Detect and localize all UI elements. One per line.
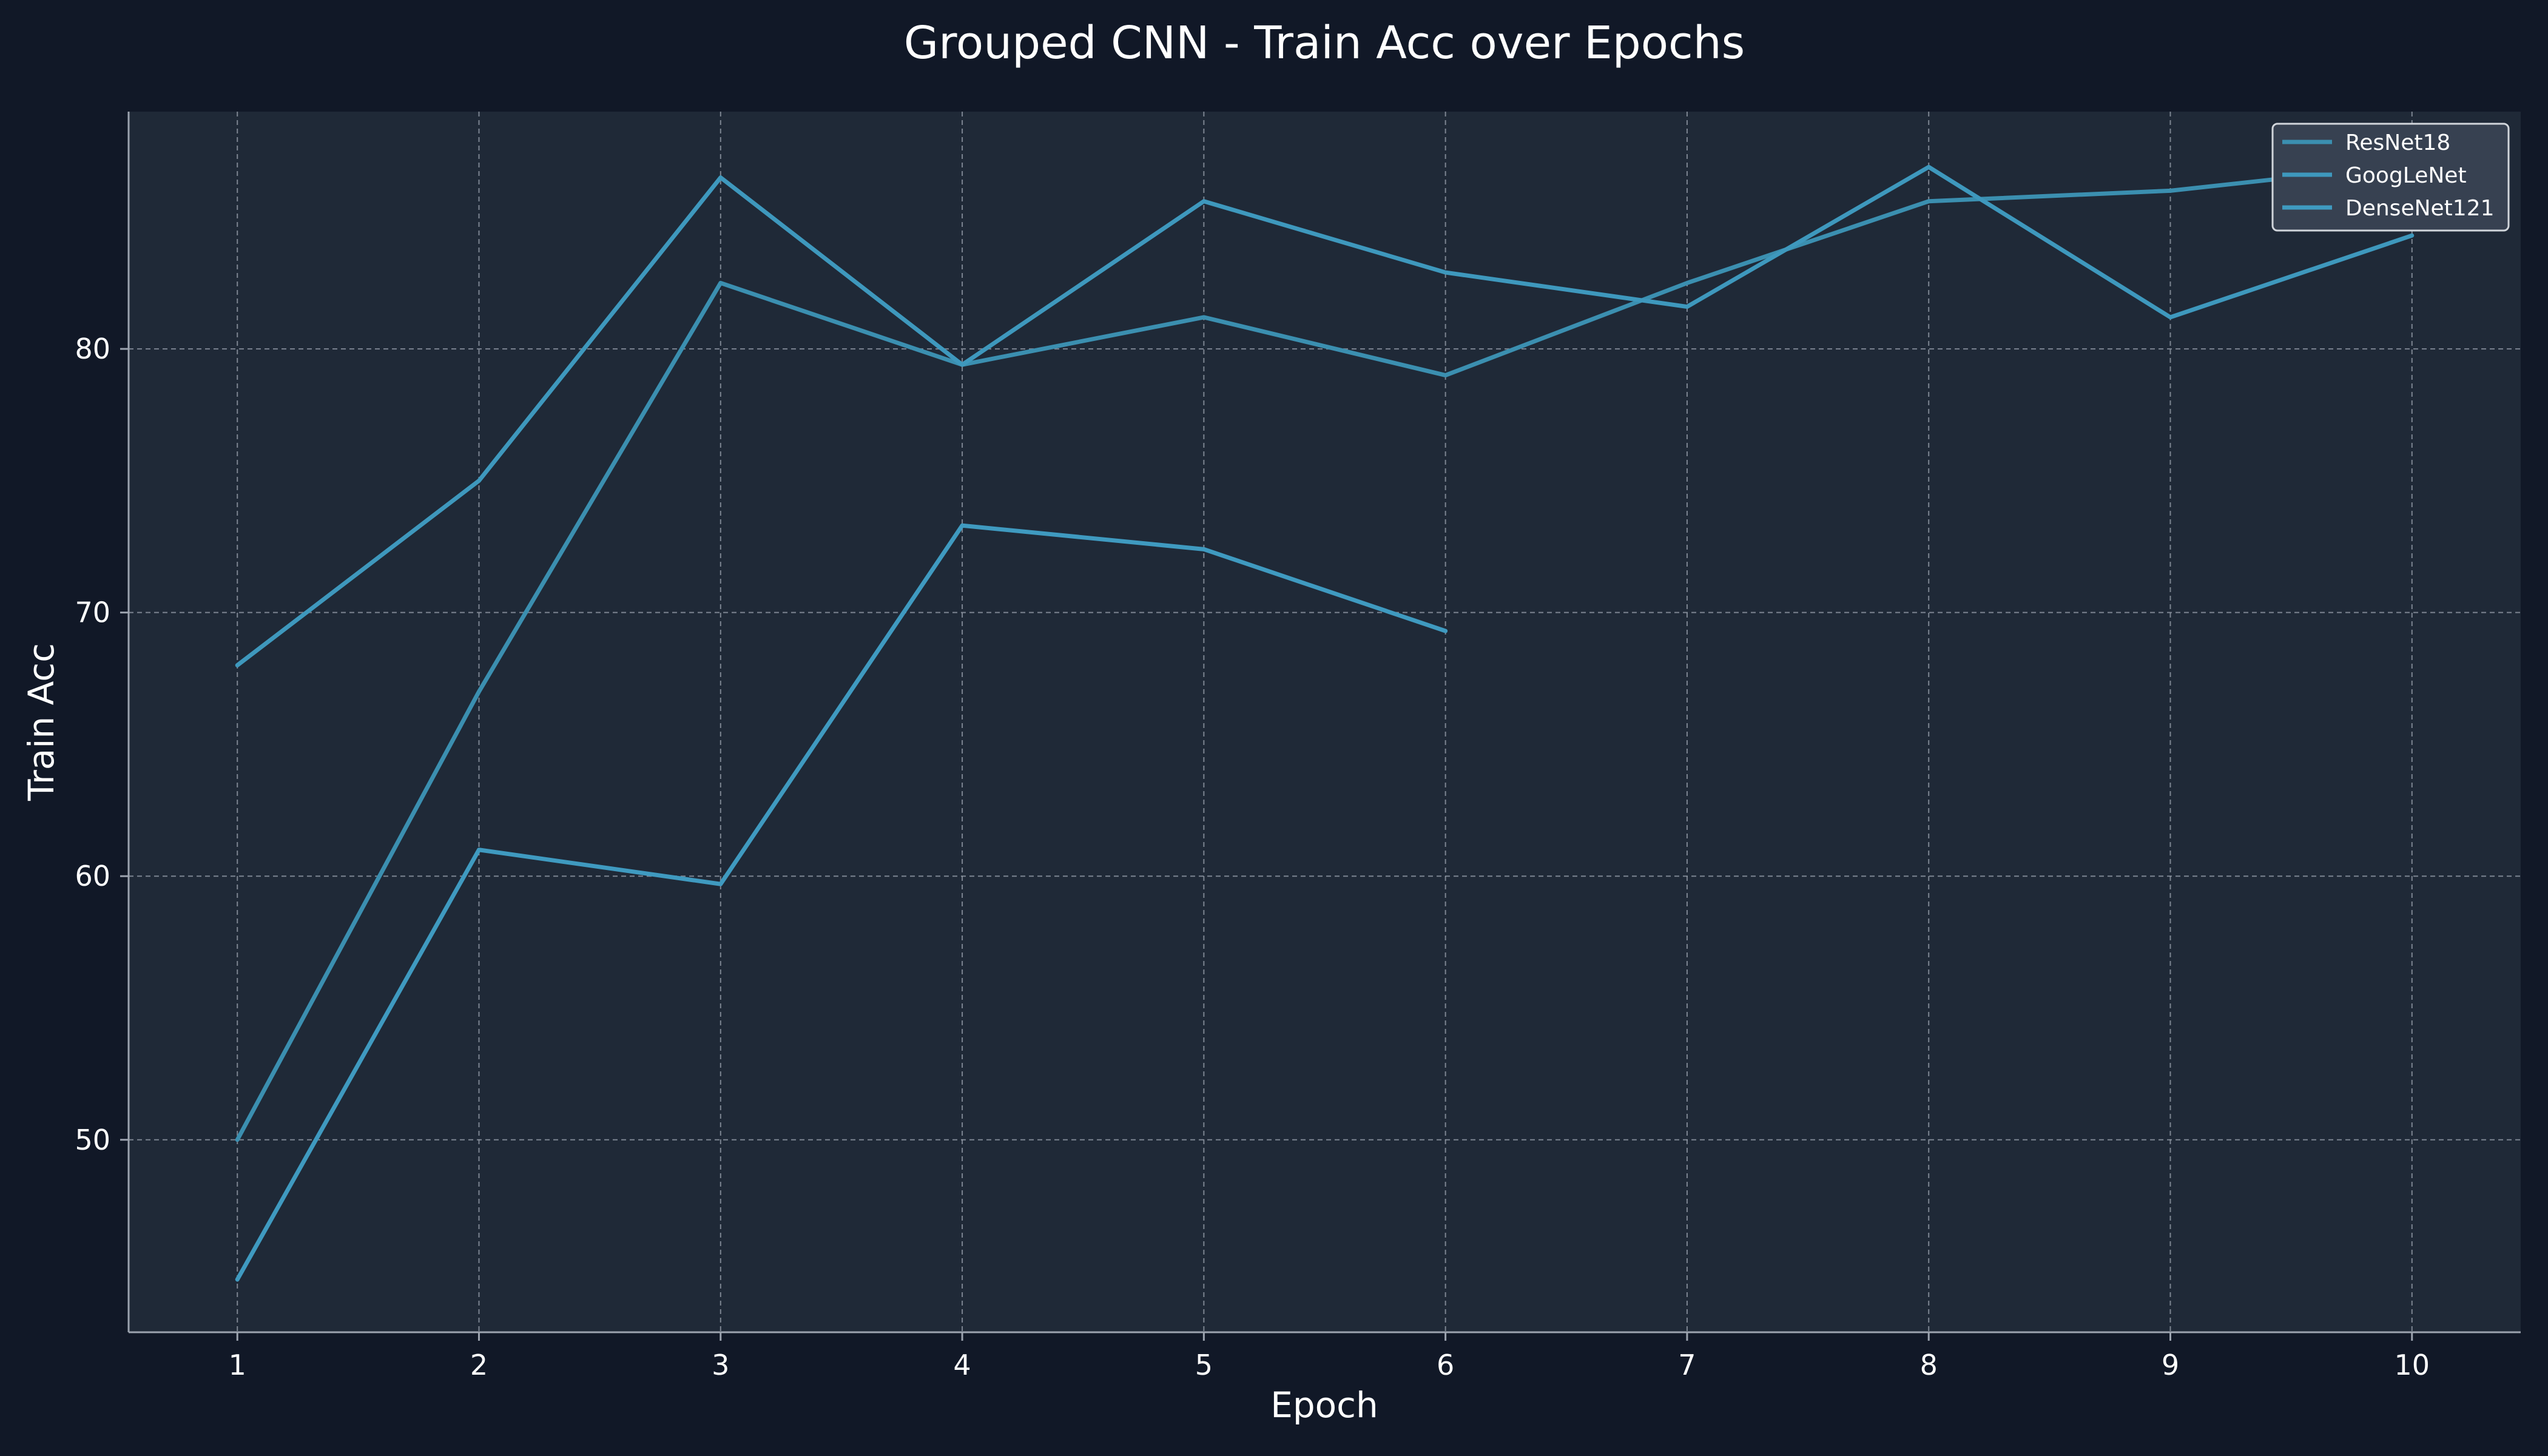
x-axis-label: Epoch [1270, 1384, 1378, 1426]
legend-label: GoogLeNet [2345, 163, 2467, 188]
x-tick-label: 10 [2394, 1349, 2430, 1381]
y-tick-label: 70 [75, 596, 110, 629]
series-line-resnet18 [235, 162, 2415, 1142]
x-tick-label: 6 [1437, 1349, 1454, 1381]
plot-area [129, 112, 2521, 1332]
axis-ticks: 1 2 3 4 5 6 7 8 9 10 50 60 70 80 [75, 332, 2430, 1381]
x-tick-label: 5 [1195, 1349, 1213, 1381]
x-tick-label: 8 [1920, 1349, 1938, 1381]
series-line-googlenet [235, 164, 2415, 668]
y-axis-label: Train Acc [21, 643, 62, 801]
series-line-densenet121 [235, 523, 1448, 1282]
x-tick-label: 9 [2162, 1349, 2179, 1381]
x-tick-label: 4 [953, 1349, 971, 1381]
x-tick-label: 7 [1678, 1349, 1696, 1381]
legend: ResNet18 GoogLeNet DenseNet121 [2271, 123, 2510, 232]
x-tick-label: 2 [470, 1349, 488, 1381]
series-lines [235, 162, 2415, 1282]
y-tick-label: 80 [75, 332, 110, 365]
y-tick-label: 50 [75, 1124, 110, 1156]
legend-box [2271, 123, 2510, 232]
x-tick-label: 1 [229, 1349, 246, 1381]
legend-label: ResNet18 [2345, 130, 2450, 155]
chart-title: Grouped CNN - Train Acc over Epochs [904, 17, 1745, 69]
legend-label: DenseNet121 [2345, 196, 2495, 221]
y-tick-label: 60 [75, 860, 110, 892]
x-tick-label: 3 [712, 1349, 729, 1381]
